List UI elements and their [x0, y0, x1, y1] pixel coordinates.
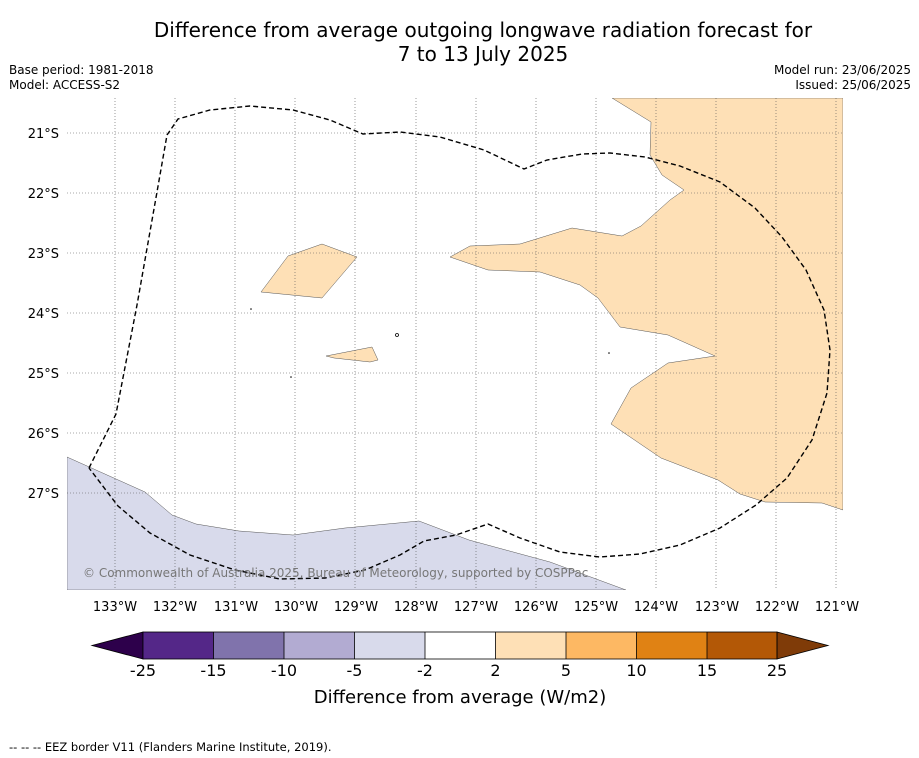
lon-label: 129°W — [334, 600, 378, 615]
colorbar-tick: -25 — [130, 661, 156, 680]
colorbar-label: Difference from average (W/m2) — [314, 687, 606, 708]
anomaly-positive-patch-2 — [325, 346, 379, 363]
colorbar-bin — [636, 632, 707, 659]
lon-label: 122°W — [755, 600, 799, 615]
lat-label: 22°S — [28, 187, 59, 202]
meta-right: Model run: 23/06/2025 Issued: 25/06/2025 — [774, 63, 911, 93]
lon-label: 130°W — [274, 600, 318, 615]
base-period: Base period: 1981-2018 — [9, 63, 154, 77]
model-name: Model: ACCESS-S2 — [9, 78, 121, 92]
copyright-text: © Commonwealth of Australia 2025, Bureau… — [83, 566, 588, 580]
colorbar-bin — [707, 632, 777, 659]
colorbar-tick: -5 — [347, 661, 363, 680]
meta-left: Base period: 1981-2018 Model: ACCESS-S2 — [9, 63, 154, 93]
colorbar-bin — [143, 632, 214, 659]
lat-label: 25°S — [28, 367, 59, 382]
lon-label: 121°W — [815, 600, 859, 615]
lat-label: 24°S — [28, 307, 59, 322]
colorbar-tick: 25 — [767, 661, 787, 680]
colorbar-bin — [284, 632, 355, 659]
lon-label: 128°W — [394, 600, 438, 615]
colorbar-bin — [213, 632, 284, 659]
lon-label: 131°W — [214, 600, 258, 615]
colorbar-tick: 10 — [626, 661, 646, 680]
colorbar-under-triangle — [90, 631, 144, 660]
lon-label: 125°W — [574, 600, 618, 615]
anomaly-positive-patch-1 — [260, 243, 358, 299]
colorbar-bin — [354, 632, 425, 659]
lat-label: 27°S — [28, 487, 59, 502]
colorbar-bin — [566, 632, 637, 659]
colorbar-over-triangle — [776, 631, 830, 660]
lat-label: 26°S — [28, 427, 59, 442]
lon-label: 124°W — [634, 600, 678, 615]
colorbar-bin — [495, 632, 566, 659]
lon-label: 127°W — [454, 600, 498, 615]
colorbar-tick: 2 — [490, 661, 500, 680]
lon-label: 132°W — [153, 600, 197, 615]
footer-note: -- -- -- EEZ border V11 (Flanders Marine… — [9, 740, 332, 754]
island-4 — [608, 352, 610, 354]
issued-date: Issued: 25/06/2025 — [795, 78, 911, 92]
island-3 — [395, 333, 399, 337]
colorbar-bin — [425, 632, 496, 659]
island-1 — [250, 308, 252, 310]
colorbar-tick: 15 — [697, 661, 717, 680]
colorbar: -25 -15 -10 -5 -2 2 5 10 15 25 Differenc… — [90, 631, 830, 708]
title-line-2: 7 to 13 July 2025 — [397, 42, 569, 66]
lon-labels: 133°W 132°W 131°W 130°W 129°W 128°W 127°… — [93, 600, 859, 615]
colorbar-tick: 5 — [561, 661, 571, 680]
map-title: Difference from average outgoing longwav… — [0, 18, 919, 66]
model-run: Model run: 23/06/2025 — [773, 63, 911, 77]
colorbar-tick: -15 — [200, 661, 226, 680]
title-line-1: Difference from average outgoing longwav… — [153, 18, 813, 42]
lat-labels: 21°S 22°S 23°S 24°S 25°S 26°S 27°S — [28, 127, 59, 502]
island-2 — [290, 376, 292, 378]
map-area: © Commonwealth of Australia 2025, Bureau… — [67, 98, 843, 590]
anomaly-negative-south — [67, 456, 627, 590]
lat-label: 23°S — [28, 247, 59, 262]
eez-border — [88, 105, 831, 580]
colorbar-tick: -10 — [271, 661, 297, 680]
grid-lines — [67, 98, 843, 590]
lon-label: 126°W — [514, 600, 558, 615]
colorbar-tick: -2 — [417, 661, 433, 680]
lon-label: 133°W — [93, 600, 137, 615]
lon-label: 123°W — [695, 600, 739, 615]
lat-label: 21°S — [28, 127, 59, 142]
